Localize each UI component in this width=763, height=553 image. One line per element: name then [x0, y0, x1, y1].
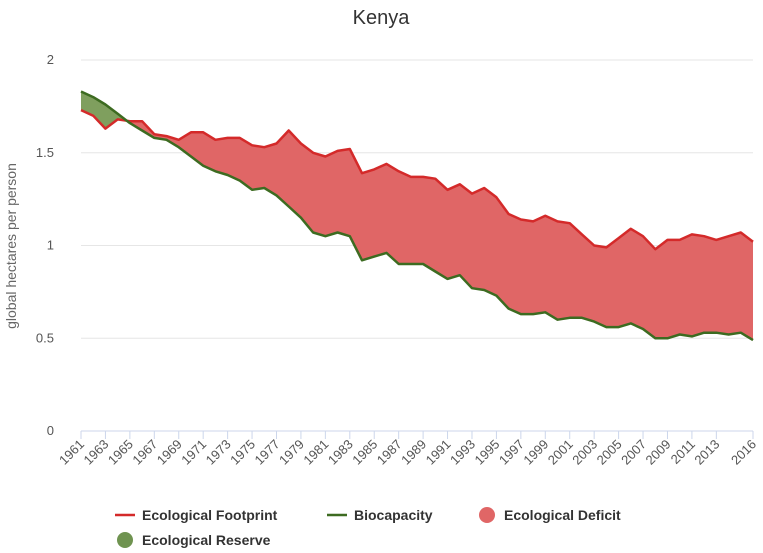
x-tick-label: 1965 — [105, 437, 136, 468]
x-tick-label: 1961 — [56, 437, 87, 468]
legend-label: Ecological Footprint — [142, 507, 278, 523]
legend-label: Ecological Reserve — [142, 532, 271, 548]
legend-label: Biocapacity — [354, 507, 433, 523]
y-tick-label: 1.5 — [36, 145, 54, 160]
legend-item[interactable]: Ecological Deficit — [479, 507, 621, 523]
biocapacity-line — [80, 90, 754, 342]
x-tick-label: 2013 — [691, 437, 722, 468]
x-tick-label: 1975 — [227, 437, 258, 468]
x-ticks: 1961196319651967196919711973197519771979… — [56, 430, 759, 468]
x-tick-label: 1967 — [129, 437, 160, 468]
y-axis-label: global hectares per person — [3, 163, 19, 329]
footprint-line — [80, 108, 754, 251]
x-tick-label: 1977 — [252, 437, 283, 468]
x-tick-label: 1983 — [325, 437, 356, 468]
chart-title: Kenya — [353, 7, 411, 29]
x-tick-label: 2005 — [594, 437, 625, 468]
reserve-area — [81, 91, 127, 129]
x-tick-label: 1991 — [423, 437, 454, 468]
x-tick-label: 2011 — [668, 437, 698, 467]
x-tick-label: 1993 — [447, 437, 478, 468]
legend-item[interactable]: Ecological Footprint — [115, 507, 278, 523]
x-tick-label: 2009 — [643, 437, 674, 468]
x-tick-label: 1973 — [203, 437, 234, 468]
y-tick-label: 0 — [47, 423, 54, 438]
x-tick-label: 2016 — [728, 437, 759, 468]
x-tick-label: 1995 — [471, 437, 502, 468]
x-tick-label: 1969 — [154, 437, 185, 468]
series-lines — [80, 90, 754, 342]
x-tick-label: 1985 — [349, 437, 380, 468]
legend-dot-symbol — [117, 532, 133, 548]
x-tick-label: 1989 — [398, 437, 429, 468]
y-ticks: 0 0.5 1 1.5 2 — [36, 52, 54, 438]
x-tick-label: 1999 — [520, 437, 551, 468]
y-tick-label: 0.5 — [36, 330, 54, 345]
x-tick-label: 1971 — [178, 437, 209, 468]
legend-item[interactable]: Biocapacity — [327, 507, 433, 523]
legend: Ecological Footprint Biocapacity Ecologica… — [115, 507, 621, 548]
x-tick-label: 2003 — [569, 437, 600, 468]
x-tick-label: 2001 — [545, 437, 576, 468]
x-tick-label: 1979 — [276, 437, 307, 468]
y-tick-label: 2 — [47, 52, 54, 67]
legend-label: Ecological Deficit — [504, 507, 621, 523]
legend-item[interactable]: Ecological Reserve — [117, 532, 271, 548]
y-tick-label: 1 — [47, 238, 54, 253]
x-tick-label: 2007 — [618, 437, 649, 468]
area-fills — [81, 91, 754, 341]
x-tick-label: 1963 — [81, 437, 112, 468]
legend-dot-symbol — [479, 507, 495, 523]
x-tick-label: 1981 — [300, 437, 331, 468]
deficit-area — [126, 120, 754, 341]
x-tick-label: 1987 — [374, 437, 405, 468]
x-tick-label: 1997 — [496, 437, 527, 468]
